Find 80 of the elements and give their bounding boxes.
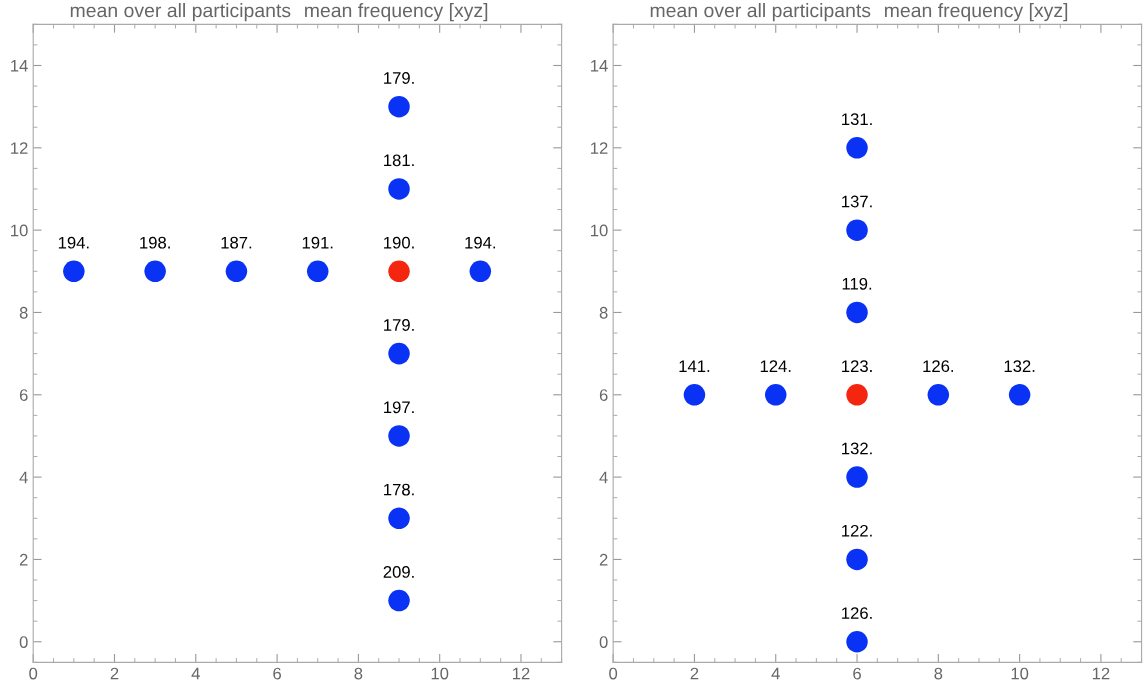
point — [846, 631, 868, 653]
chart-subtitle: mean frequency [xyz] — [884, 3, 1068, 22]
point — [846, 137, 868, 159]
point — [63, 260, 85, 283]
x-tick-label: 8 — [934, 667, 943, 680]
y-tick-label: 4 — [599, 471, 608, 484]
x-tick-label: 10 — [431, 667, 449, 680]
annotation: 181. — [384, 154, 414, 167]
y-tick-label: 2 — [19, 553, 28, 566]
point — [388, 425, 410, 447]
point — [225, 260, 248, 283]
chart-title: mean over all participants — [650, 3, 871, 22]
point — [388, 95, 410, 118]
annotation: 194. — [58, 236, 89, 249]
annotation: 119. — [842, 277, 872, 290]
x-tick-label: 0 — [29, 667, 38, 680]
y-tick-label: 14 — [11, 60, 28, 72]
annotation: 198. — [140, 236, 170, 249]
x-tick-label: 2 — [690, 667, 699, 680]
annotation: 124. — [760, 360, 791, 372]
point — [683, 384, 706, 406]
x-tick-label: 2 — [110, 667, 119, 680]
y-tick-label: 10 — [591, 224, 608, 237]
y-tick-label: 0 — [19, 636, 28, 648]
x-tick-label: 12 — [1092, 667, 1110, 680]
x-tick-label: 4 — [191, 667, 200, 680]
x-tick-label: 12 — [512, 667, 530, 680]
annotation: 178. — [384, 483, 414, 496]
y-tick-label: 8 — [599, 306, 608, 319]
point — [388, 260, 410, 283]
annotation: 132. — [1004, 360, 1035, 373]
y-tick-label: 4 — [19, 471, 28, 484]
annotation: 137. — [842, 195, 872, 208]
annotation: 179. — [384, 72, 414, 84]
y-tick-label: 10 — [11, 224, 28, 237]
point — [388, 507, 410, 530]
annotation: 194. — [465, 236, 496, 249]
point — [306, 260, 329, 283]
annotation: 197. — [384, 401, 414, 414]
y-tick-label: 8 — [19, 306, 28, 319]
annotation: 191. — [302, 236, 333, 249]
annotation: 141. — [679, 360, 710, 372]
point — [846, 219, 868, 241]
point — [846, 466, 868, 488]
point — [388, 342, 410, 365]
x-tick-label: 4 — [771, 667, 780, 680]
x-tick-label: 0 — [609, 667, 618, 680]
annotation: 187. — [221, 236, 252, 249]
point — [144, 260, 166, 283]
point — [846, 548, 868, 571]
annotation: 179. — [384, 319, 414, 331]
x-tick-label: 10 — [1011, 667, 1029, 680]
y-tick-label: 12 — [591, 142, 608, 154]
y-tick-label: 2 — [599, 553, 608, 566]
y-tick-label: 0 — [599, 636, 608, 648]
annotation: 131. — [842, 113, 872, 126]
annotation: 209. — [383, 566, 414, 578]
annotation: 132. — [842, 442, 872, 455]
chart-title: mean over all participants — [70, 3, 291, 22]
point — [846, 384, 868, 406]
point — [764, 384, 787, 406]
point — [927, 384, 950, 406]
point — [469, 260, 492, 283]
x-tick-label: 6 — [273, 667, 281, 680]
x-tick-label: 6 — [853, 667, 861, 680]
x-tick-label: 8 — [354, 667, 363, 680]
y-tick-label: 6 — [19, 389, 28, 401]
point — [846, 301, 868, 324]
y-tick-label: 14 — [591, 60, 608, 72]
y-tick-label: 6 — [599, 389, 608, 401]
point — [388, 178, 410, 200]
y-tick-label: 12 — [11, 142, 28, 154]
point — [388, 589, 410, 612]
annotation: 190. — [384, 236, 414, 249]
point — [1008, 384, 1031, 406]
annotation: 126. — [923, 360, 954, 373]
chart-subtitle: mean frequency [xyz] — [305, 3, 488, 22]
annotation: 123. — [842, 360, 872, 373]
annotation: 122. — [842, 524, 872, 537]
annotation: 126. — [842, 607, 872, 620]
